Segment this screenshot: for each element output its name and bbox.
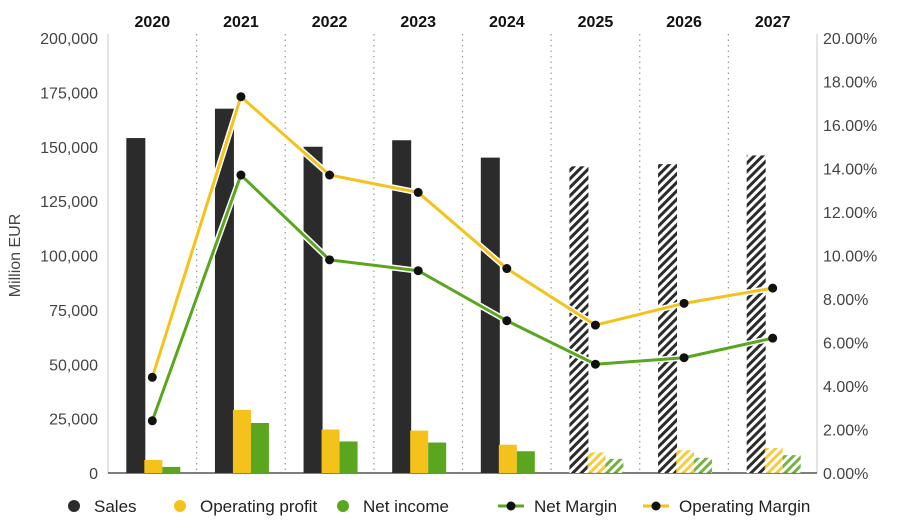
y-tick-label: 200,000	[40, 31, 98, 48]
y2-tick-label: 2.00%	[823, 423, 868, 440]
legend-marker	[506, 501, 516, 511]
point-operating-margin	[502, 264, 512, 274]
legend-label: Net income	[363, 497, 449, 516]
bar-net-income	[428, 442, 447, 473]
bar-sales	[126, 138, 146, 474]
year-label: 2022	[312, 14, 348, 31]
point-net-margin	[768, 333, 778, 343]
line-operating-margin	[150, 95, 773, 378]
bar-operating-profit	[676, 450, 695, 473]
point-operating-margin	[590, 320, 600, 330]
bar-operating-profit	[232, 409, 251, 473]
bar-sales	[480, 157, 500, 473]
legend-label: Operating Margin	[679, 497, 810, 516]
point-net-margin	[147, 416, 157, 426]
bar-net-income	[782, 455, 801, 473]
y-tick-label: 175,000	[40, 85, 98, 102]
legend: Sales Operating profit Net income Net Margi…	[68, 497, 810, 516]
bar-operating-profit	[321, 429, 340, 473]
year-label: 2023	[400, 14, 436, 31]
bar-sales	[392, 140, 412, 473]
legend-label: Sales	[94, 497, 137, 516]
y2-tick-label: 8.00%	[823, 292, 868, 309]
y2-tick-label: 18.00%	[823, 75, 877, 92]
bar-net-income	[250, 422, 269, 473]
y-tick-label: 0	[89, 466, 98, 483]
legend-label: Net Margin	[534, 497, 617, 516]
point-operating-margin	[679, 298, 689, 308]
year-label: 2024	[489, 14, 525, 31]
legend-marker	[174, 500, 186, 512]
bar-sales	[658, 164, 678, 473]
legend-marker	[68, 500, 80, 512]
y2-tick-label: 12.00%	[823, 205, 877, 222]
y-tick-label: 75,000	[49, 303, 98, 320]
point-operating-margin	[236, 92, 246, 102]
bar-net-income	[339, 441, 358, 473]
year-label: 2026	[666, 14, 702, 31]
y-tick-label: 100,000	[40, 249, 98, 266]
y-tick-label: 150,000	[40, 140, 98, 157]
legend-label: Operating profit	[200, 497, 317, 516]
point-operating-margin	[413, 187, 423, 197]
y-tick-label: 125,000	[40, 194, 98, 211]
y2-tick-label: 20.00%	[823, 31, 877, 48]
y2-tick-label: 16.00%	[823, 118, 877, 135]
y2-tick-label: 4.00%	[823, 379, 868, 396]
line-net-margin	[150, 173, 774, 422]
y2-tick-label: 6.00%	[823, 336, 868, 353]
point-operating-margin	[325, 170, 335, 180]
point-net-margin	[590, 359, 600, 369]
y2-tick-label: 10.00%	[823, 249, 877, 266]
point-net-margin	[236, 170, 246, 180]
point-net-margin	[502, 316, 512, 326]
year-label: 2027	[755, 14, 791, 31]
y2-tick-label: 0.00%	[823, 466, 868, 483]
line-halo	[149, 172, 774, 422]
point-net-margin	[325, 255, 335, 265]
bar-net-income	[694, 457, 713, 473]
point-net-margin	[413, 266, 423, 276]
bar-operating-profit	[498, 444, 517, 473]
point-operating-margin	[768, 283, 778, 293]
bar-net-income	[162, 466, 181, 473]
year-label: 2025	[578, 14, 614, 31]
bar-operating-profit	[144, 459, 163, 473]
bar-sales	[746, 155, 766, 473]
bar-net-income	[605, 458, 624, 473]
legend-marker	[651, 501, 661, 511]
point-operating-margin	[147, 372, 157, 382]
year-label: 2021	[223, 14, 259, 31]
y-tick-label: 50,000	[49, 357, 98, 374]
point-net-margin	[679, 353, 689, 363]
y-axis-title: Million EUR	[7, 214, 24, 298]
bar-operating-profit	[410, 430, 429, 473]
bar-operating-profit	[587, 452, 606, 473]
y-tick-label: 25,000	[49, 412, 98, 429]
bars	[126, 108, 801, 474]
legend-marker	[337, 500, 349, 512]
bar-sales	[569, 166, 589, 473]
axis-labels: 0 25,000 50,000 75,000 100,000 125,000 150,000…	[7, 14, 877, 483]
y2-tick-label: 14.00%	[823, 162, 877, 179]
bar-operating-profit	[764, 447, 783, 473]
bar-sales	[303, 146, 323, 473]
year-label: 2020	[135, 14, 171, 31]
bar-net-income	[516, 451, 535, 473]
margin-lines	[147, 92, 778, 426]
category-separators	[196, 34, 729, 473]
